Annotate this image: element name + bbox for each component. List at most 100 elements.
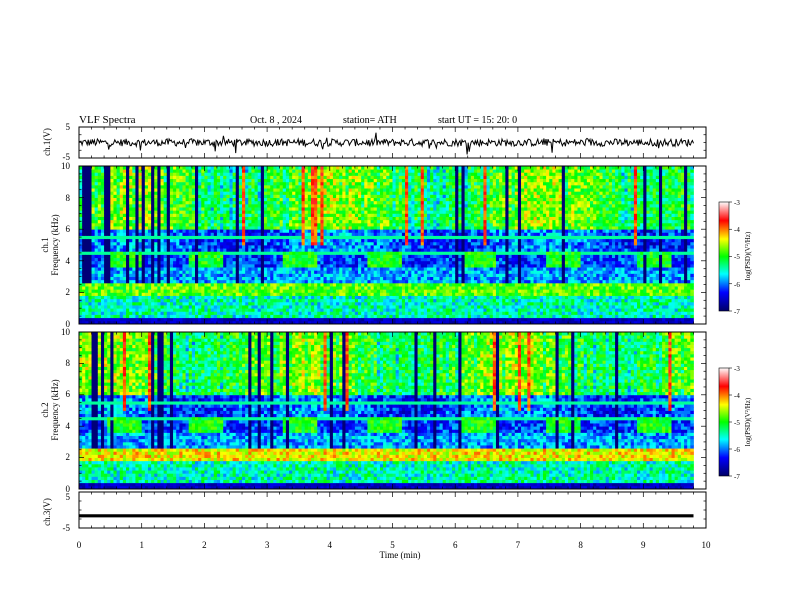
- spectrogram-cell: [97, 260, 102, 265]
- spectrogram-cell: [116, 305, 121, 309]
- spectrogram-cell: [154, 241, 158, 246]
- spectrogram-cell: [147, 191, 152, 195]
- spectrogram-cell: [329, 178, 334, 183]
- spectrogram-cell: [354, 188, 359, 192]
- spectrogram-cell: [295, 188, 299, 192]
- spectrogram-cell: [351, 305, 356, 309]
- spectrogram-cell: [166, 292, 171, 296]
- spectrogram-cell: [126, 276, 130, 281]
- spectrogram-cell: [220, 226, 224, 230]
- spectrogram-cell: [107, 169, 111, 173]
- spectrogram-cell: [85, 219, 89, 224]
- spectrogram-cell: [82, 295, 86, 300]
- spectrogram-cell: [129, 251, 133, 255]
- spectrogram-cell: [238, 257, 243, 262]
- spectrogram-cell: [163, 295, 168, 300]
- spectrogram-cell: [191, 245, 196, 249]
- spectrogram-cell: [285, 184, 290, 189]
- spectrogram-cell: [251, 317, 255, 322]
- spectrogram-cell: [251, 282, 255, 287]
- spectrogram-cell: [163, 317, 168, 322]
- spectrogram-cell: [257, 238, 262, 243]
- spectrogram-cell: [88, 200, 92, 205]
- spectrogram-cell: [235, 305, 240, 309]
- spectrogram-cell: [110, 276, 114, 281]
- spectrogram-cell: [376, 200, 381, 205]
- spectrogram-cell: [323, 210, 328, 214]
- spectrogram-cell: [188, 235, 193, 240]
- spectrogram-cell: [245, 166, 249, 170]
- spectrogram-cell: [210, 308, 215, 312]
- spectrogram-cell: [85, 213, 89, 217]
- spectrogram-cell: [270, 222, 274, 227]
- spectrogram-cell: [198, 292, 202, 296]
- spectrogram-cell: [220, 188, 224, 192]
- spectrogram-cell: [279, 194, 284, 198]
- spectrogram-cell: [207, 166, 212, 170]
- spectrogram-cell: [370, 305, 375, 309]
- spectrogram-cell: [282, 207, 287, 211]
- spectrogram-cell: [97, 263, 102, 268]
- spectrogram-cell: [342, 317, 346, 322]
- spectrogram-cell: [245, 301, 249, 306]
- spectrogram-cell: [307, 178, 312, 183]
- spectrogram-cell: [191, 188, 196, 192]
- spectrogram-cell: [94, 213, 99, 217]
- spectrogram-cell: [354, 213, 359, 217]
- spectrogram-cell: [223, 276, 227, 281]
- spectrogram-cell: [154, 184, 158, 189]
- spectrogram-cell: [169, 245, 174, 249]
- spectrogram-cell: [185, 181, 190, 186]
- spectrogram-cell: [361, 320, 365, 325]
- spectrogram-cell: [173, 311, 177, 315]
- spectrogram-cell: [285, 194, 290, 198]
- spectrogram-cell: [85, 279, 89, 284]
- spectrogram-cell: [320, 289, 324, 293]
- spectrogram-cell: [254, 213, 259, 217]
- spectrogram-cell: [110, 320, 114, 325]
- spectrogram-cell: [373, 241, 378, 246]
- spectrogram-cell: [191, 172, 196, 176]
- spectrogram-cell: [94, 295, 99, 300]
- spectrogram-cell: [176, 301, 180, 306]
- spectrogram-cell: [213, 273, 218, 277]
- spectrogram-cell: [198, 257, 202, 262]
- spectrogram-cell: [298, 184, 302, 189]
- spectrogram-cell: [361, 175, 365, 180]
- spectrogram-cell: [345, 175, 350, 180]
- spectrogram-cell: [339, 305, 343, 309]
- spectrogram-cell: [79, 257, 83, 262]
- spectrogram-cell: [292, 203, 296, 208]
- spectrogram-cell: [367, 263, 371, 268]
- spectrogram-cell: [157, 314, 161, 319]
- spectrogram-cell: [367, 267, 371, 271]
- spectrogram-cell: [354, 166, 359, 170]
- spectrogram-cell: [373, 178, 378, 183]
- spectrogram-cell: [116, 197, 121, 202]
- spectrogram-cell: [79, 295, 83, 300]
- spectrogram-cell: [116, 308, 121, 312]
- spectrogram-cell: [195, 229, 199, 233]
- spectrogram-cell: [307, 260, 312, 265]
- spectrogram-cell: [97, 279, 102, 284]
- spectrogram-cell: [273, 273, 277, 277]
- spectrogram-cell: [173, 166, 177, 170]
- spectrogram-cell: [104, 308, 108, 312]
- spectrogram-cell: [270, 200, 274, 205]
- spectrogram-cell: [361, 194, 365, 198]
- spectrogram-cell: [191, 200, 196, 205]
- spectrogram-cell: [257, 276, 262, 281]
- spectrogram-cell: [220, 317, 224, 322]
- spectrogram-cell: [204, 245, 208, 249]
- spectrogram-cell: [329, 305, 334, 309]
- spectrogram-cell: [97, 320, 102, 325]
- spectrogram-cell: [310, 305, 315, 309]
- spectrogram-cell: [348, 314, 353, 319]
- spectrogram-cell: [138, 175, 143, 180]
- spectrogram-cell: [82, 203, 86, 208]
- spectrogram-cell: [273, 197, 277, 202]
- spectrogram-cell: [339, 229, 343, 233]
- spectrogram-cell: [320, 172, 324, 176]
- spectrogram-cell: [220, 216, 224, 221]
- spectrogram-cell: [242, 175, 246, 180]
